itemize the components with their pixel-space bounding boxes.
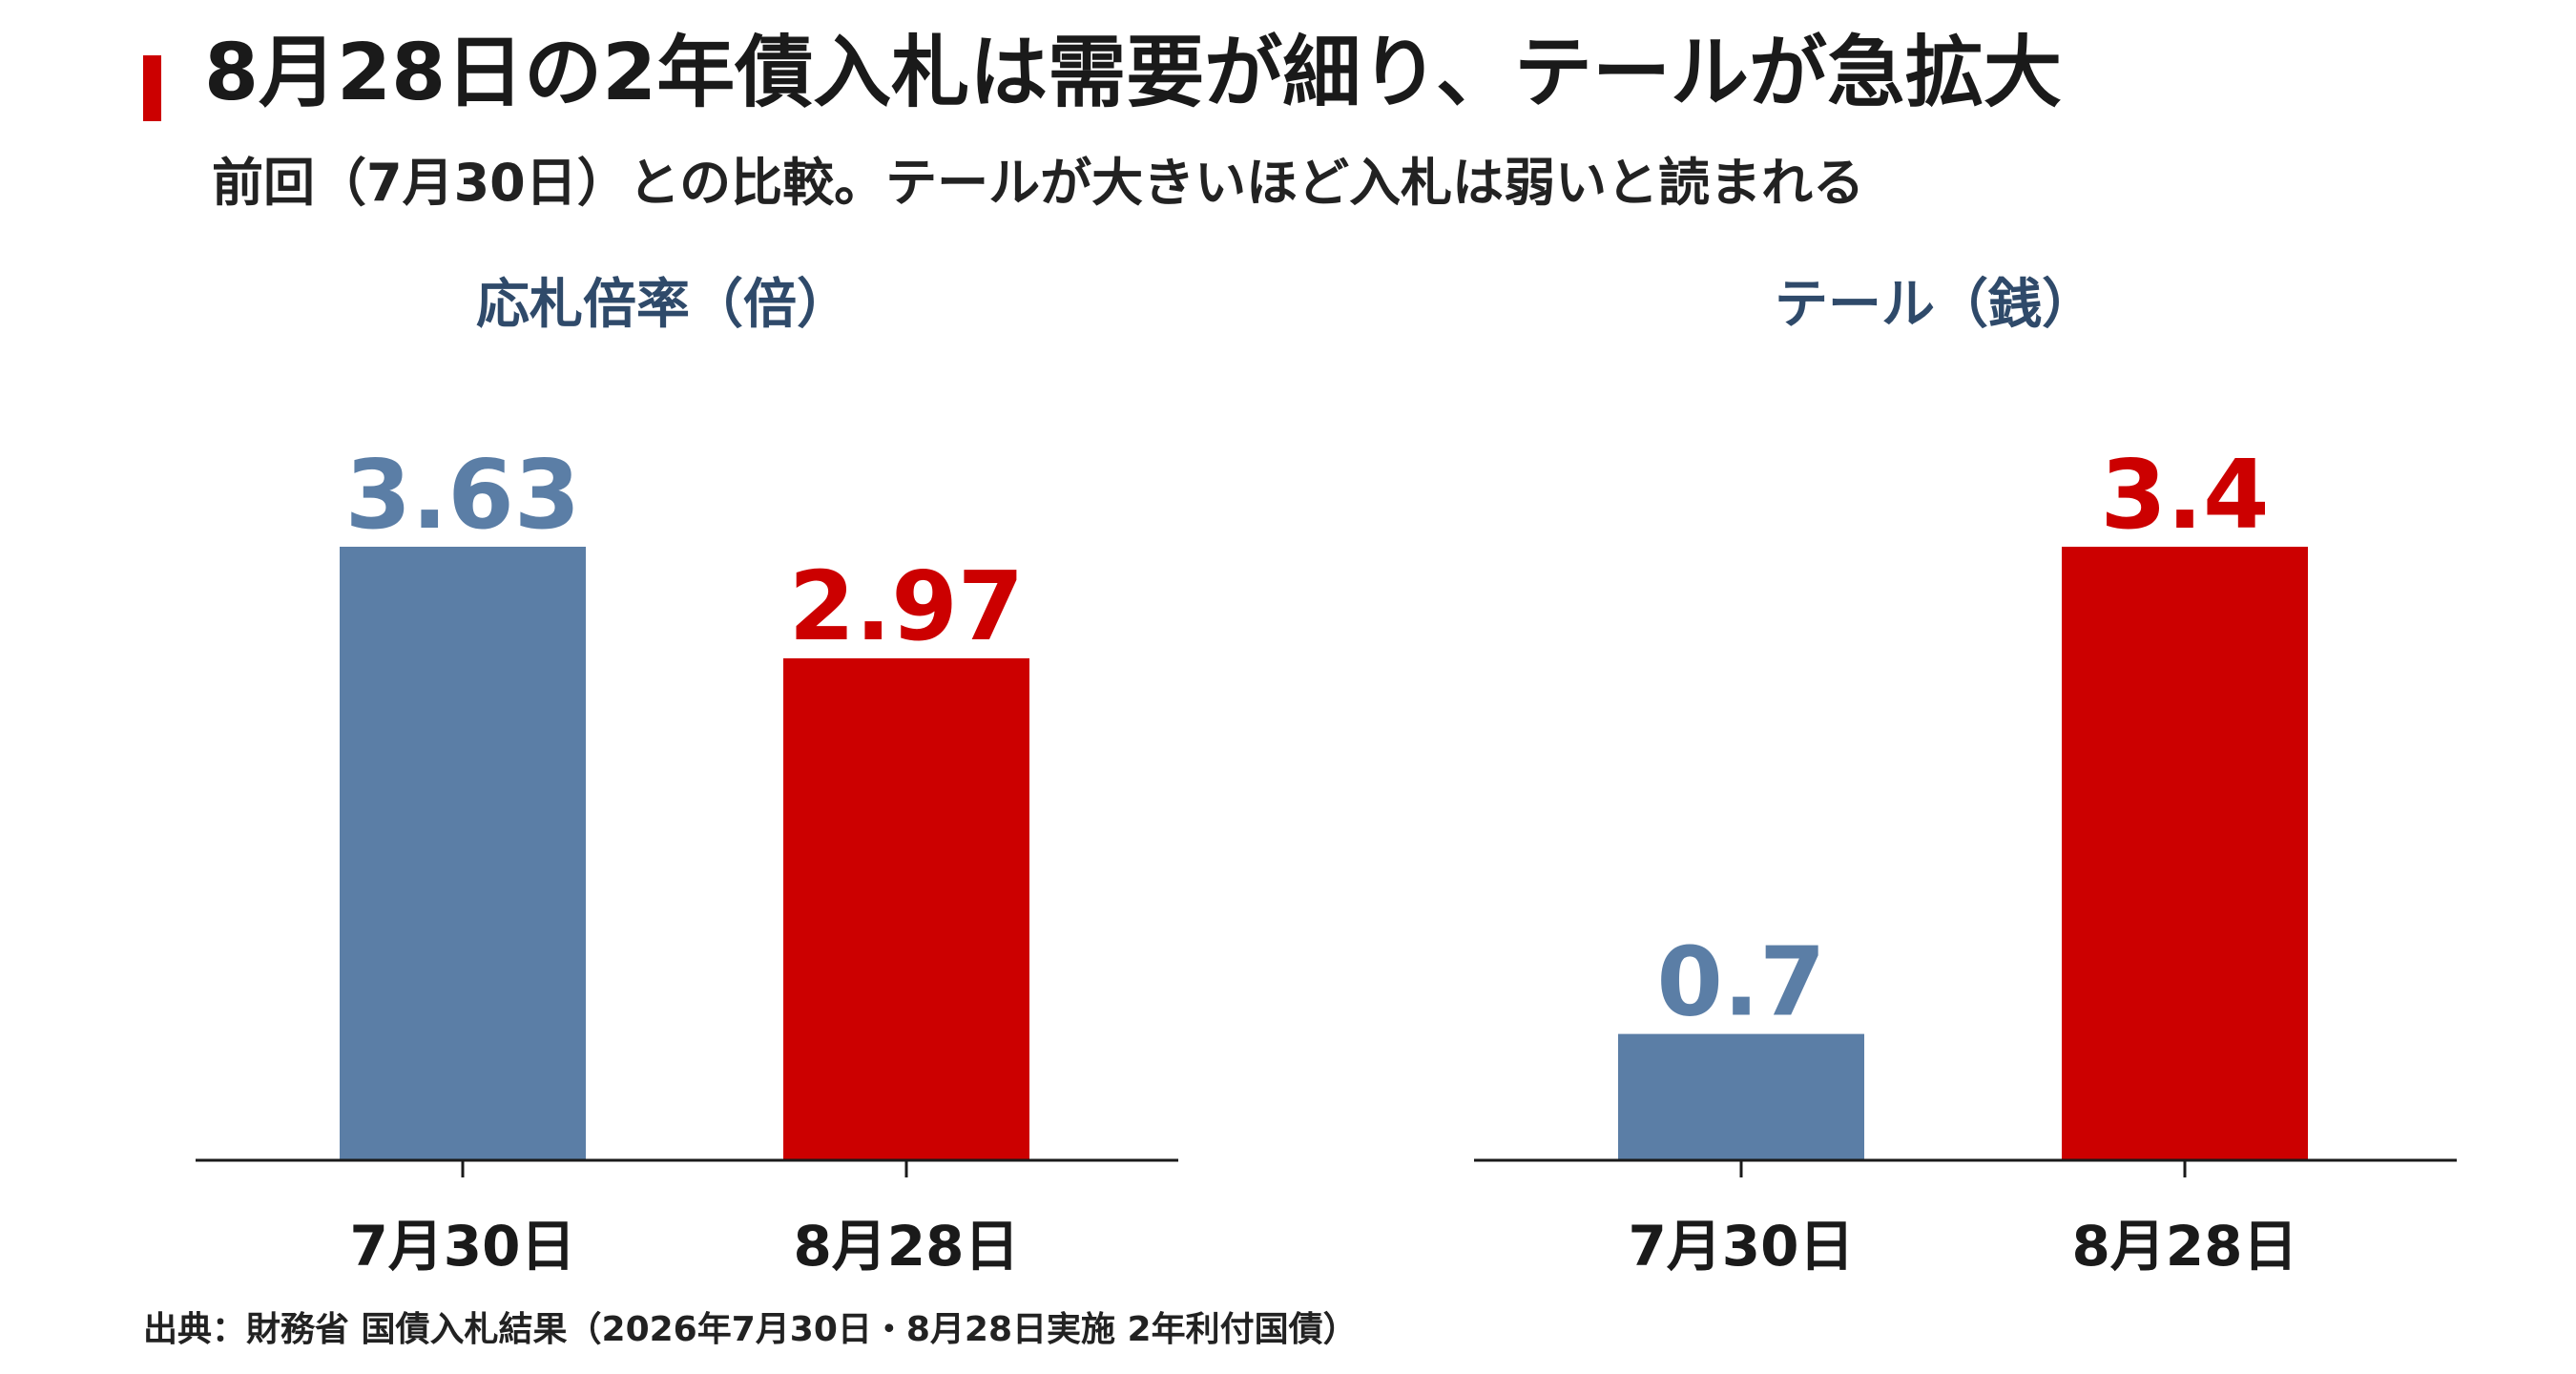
source-note: 出典：財務省 国債入札結果（2026年7月30日・8月28日実施 2年利付国債） [143,1310,1358,1349]
bar-2-2 [2062,547,2308,1160]
chart-title-tail: テール（銭） [1775,274,2095,336]
bar-1-1 [340,547,586,1160]
bar-2-1 [1618,1033,1864,1160]
x-tick-label-1-1: 7月30日 [349,1214,575,1279]
page-title: 8月28日の2年債入札は需要が細り、テールが急拡大 [204,28,2062,118]
x-tick-label-2-2: 8月28日 [2071,1214,2297,1279]
title-accent-bar [143,55,161,121]
x-tick-label-2-1: 7月30日 [1628,1214,1854,1279]
value-label-1-2: 2.97 [789,551,1025,662]
chart-title-bid-to-cover: 応札倍率（倍） [476,274,850,336]
value-label-2-1: 0.7 [1656,926,1825,1038]
value-label-1-1: 3.63 [345,439,581,551]
value-label-2-2: 3.4 [2100,439,2269,551]
page-subtitle: 前回（7月30日）との比較。テールが大きいほど入札は弱いと読まれる [212,153,1865,213]
x-tick-label-1-2: 8月28日 [793,1214,1019,1279]
bar-1-2 [783,657,1029,1160]
